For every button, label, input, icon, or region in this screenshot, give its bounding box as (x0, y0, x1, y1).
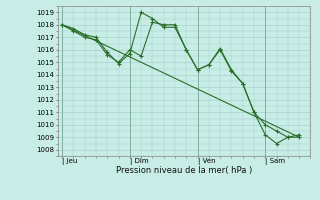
X-axis label: Pression niveau de la mer( hPa ): Pression niveau de la mer( hPa ) (116, 166, 252, 175)
